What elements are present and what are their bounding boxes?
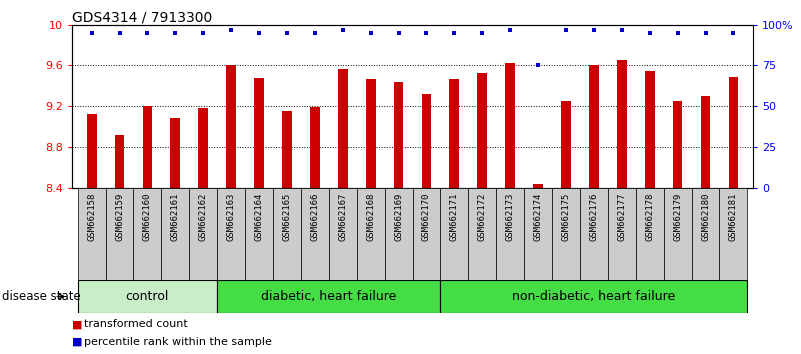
Bar — [115, 135, 124, 188]
Text: GSM662172: GSM662172 — [477, 192, 487, 241]
Text: GSM662165: GSM662165 — [283, 192, 292, 241]
Bar — [413, 188, 441, 280]
Bar — [106, 188, 134, 280]
Text: transformed count: transformed count — [84, 319, 188, 329]
Bar — [691, 188, 719, 280]
Bar — [701, 96, 710, 188]
Bar — [328, 188, 356, 280]
Bar — [78, 188, 106, 280]
Bar — [533, 183, 543, 188]
Text: percentile rank within the sample: percentile rank within the sample — [84, 337, 272, 347]
Bar — [608, 188, 636, 280]
Bar — [143, 106, 152, 188]
Text: GSM662163: GSM662163 — [227, 192, 235, 241]
Bar — [273, 188, 301, 280]
Bar — [254, 78, 264, 188]
Bar — [636, 188, 664, 280]
Text: GSM662178: GSM662178 — [645, 192, 654, 241]
Bar — [497, 188, 524, 280]
Text: GSM662164: GSM662164 — [255, 192, 264, 241]
Bar — [356, 188, 384, 280]
Text: disease state: disease state — [2, 290, 80, 303]
Bar — [226, 65, 236, 188]
Bar — [161, 188, 189, 280]
Bar — [171, 118, 180, 188]
Text: GDS4314 / 7913300: GDS4314 / 7913300 — [72, 11, 212, 25]
Text: GSM662176: GSM662176 — [590, 192, 598, 241]
Bar — [282, 111, 292, 188]
Text: GSM662166: GSM662166 — [310, 192, 320, 241]
Bar — [338, 69, 348, 188]
Bar — [562, 101, 571, 188]
Text: diabetic, heart failure: diabetic, heart failure — [261, 290, 396, 303]
Text: GSM662179: GSM662179 — [673, 192, 682, 241]
Text: GSM662160: GSM662160 — [143, 192, 152, 241]
Bar — [729, 77, 739, 188]
Text: GSM662175: GSM662175 — [562, 192, 570, 241]
Text: GSM662159: GSM662159 — [115, 192, 124, 241]
Text: GSM662174: GSM662174 — [533, 192, 542, 241]
Bar — [87, 114, 96, 188]
Bar — [673, 101, 682, 188]
Bar — [78, 280, 217, 313]
Bar — [449, 79, 459, 188]
Bar — [719, 188, 747, 280]
Text: GSM662180: GSM662180 — [701, 192, 710, 241]
Text: GSM662177: GSM662177 — [618, 192, 626, 241]
Bar — [469, 188, 497, 280]
Text: GSM662173: GSM662173 — [505, 192, 515, 241]
Bar — [366, 79, 376, 188]
Bar — [245, 188, 273, 280]
Text: ■: ■ — [72, 319, 83, 329]
Bar — [477, 73, 487, 188]
Text: GSM662162: GSM662162 — [199, 192, 207, 241]
Text: GSM662181: GSM662181 — [729, 192, 738, 241]
Bar — [589, 65, 599, 188]
Bar — [217, 280, 441, 313]
Text: GSM662170: GSM662170 — [422, 192, 431, 241]
Bar — [552, 188, 580, 280]
Bar — [645, 70, 654, 188]
Text: GSM662161: GSM662161 — [171, 192, 180, 241]
Text: GSM662167: GSM662167 — [338, 192, 348, 241]
Bar — [199, 108, 208, 188]
Bar — [134, 188, 161, 280]
Text: non-diabetic, heart failure: non-diabetic, heart failure — [513, 290, 675, 303]
Bar — [217, 188, 245, 280]
Bar — [393, 82, 404, 188]
Bar — [580, 188, 608, 280]
Bar — [524, 188, 552, 280]
Bar — [384, 188, 413, 280]
Text: GSM662158: GSM662158 — [87, 192, 96, 241]
Bar — [421, 94, 432, 188]
Text: ■: ■ — [72, 337, 83, 347]
Text: control: control — [126, 290, 169, 303]
Text: GSM662169: GSM662169 — [394, 192, 403, 241]
Bar — [664, 188, 691, 280]
Bar — [310, 107, 320, 188]
Bar — [189, 188, 217, 280]
Bar — [301, 188, 328, 280]
Bar — [617, 61, 626, 188]
Bar — [441, 280, 747, 313]
Text: GSM662168: GSM662168 — [366, 192, 375, 241]
Bar — [505, 63, 515, 188]
Text: GSM662171: GSM662171 — [450, 192, 459, 241]
Bar — [441, 188, 469, 280]
